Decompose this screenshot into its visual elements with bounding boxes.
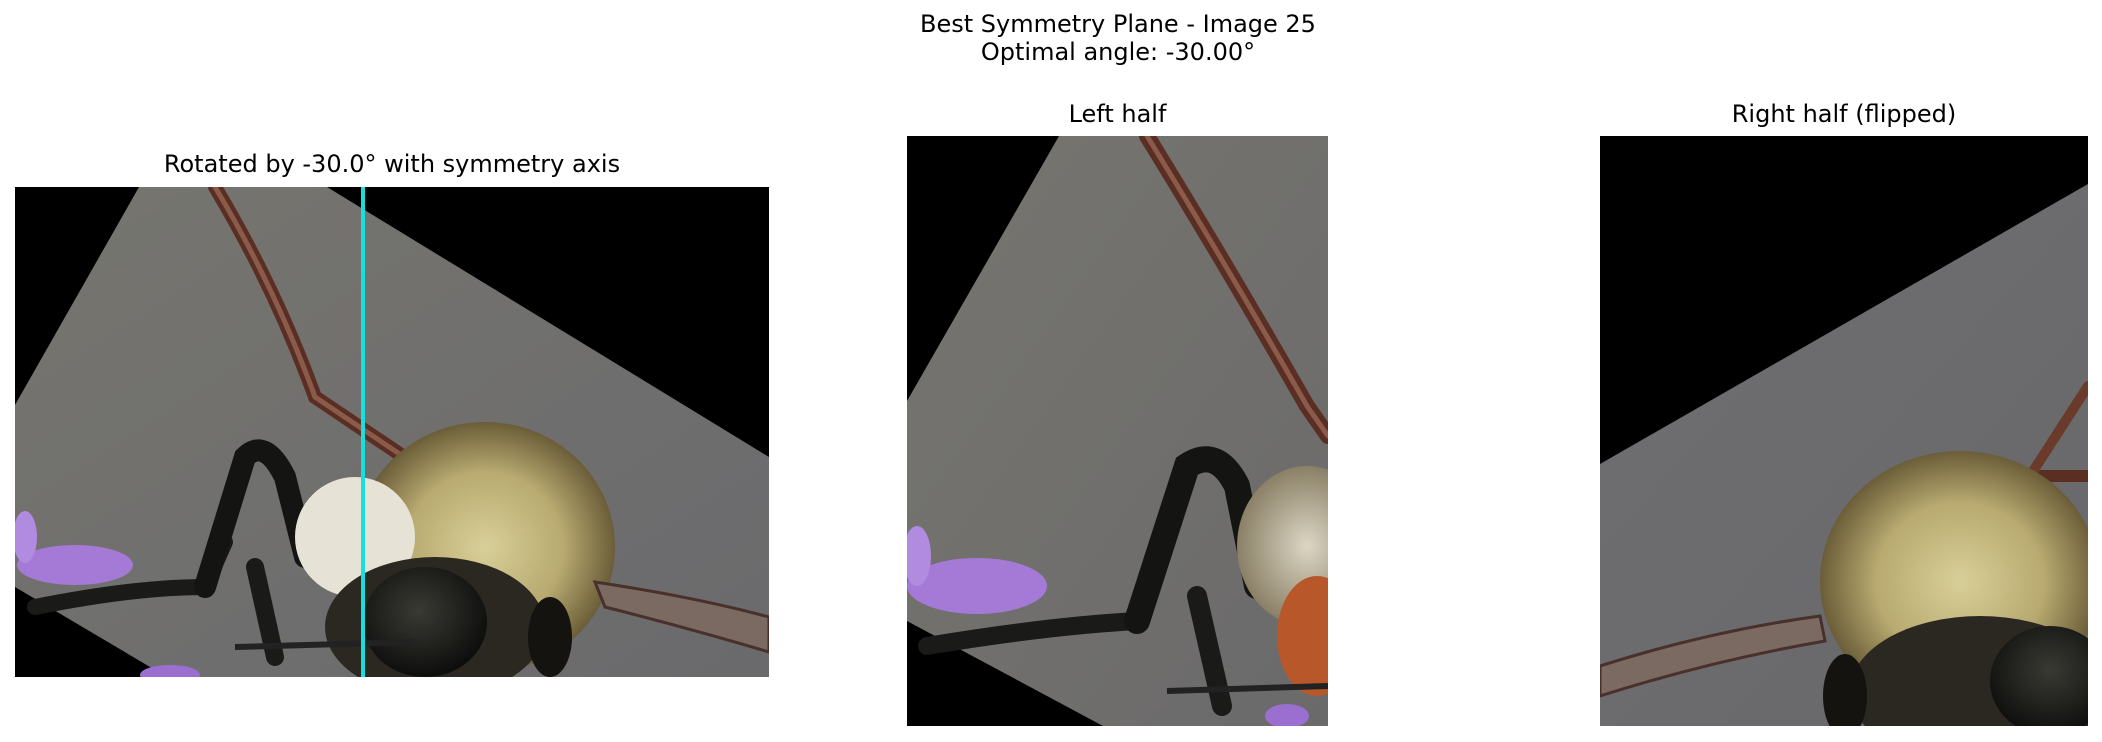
right-half-image xyxy=(1600,136,2088,726)
figure-title-line1: Best Symmetry Plane - Image 25 xyxy=(920,10,1316,38)
rotated-image xyxy=(15,187,769,677)
rotated-image-panel xyxy=(15,187,769,677)
right-half-panel xyxy=(1600,136,2088,726)
figure-title-line2: Optimal angle: -30.00° xyxy=(980,38,1256,66)
panel-title-rotated: Rotated by -30.0° with symmetry axis xyxy=(163,150,621,178)
left-half-panel xyxy=(907,136,1328,726)
panel-title-right-half: Right half (flipped) xyxy=(1731,100,1957,128)
figure-title: Best Symmetry Plane - Image 25 Optimal a… xyxy=(0,10,2102,66)
left-half-image xyxy=(907,136,1328,726)
panel-title-left-half: Left half xyxy=(1068,100,1167,128)
